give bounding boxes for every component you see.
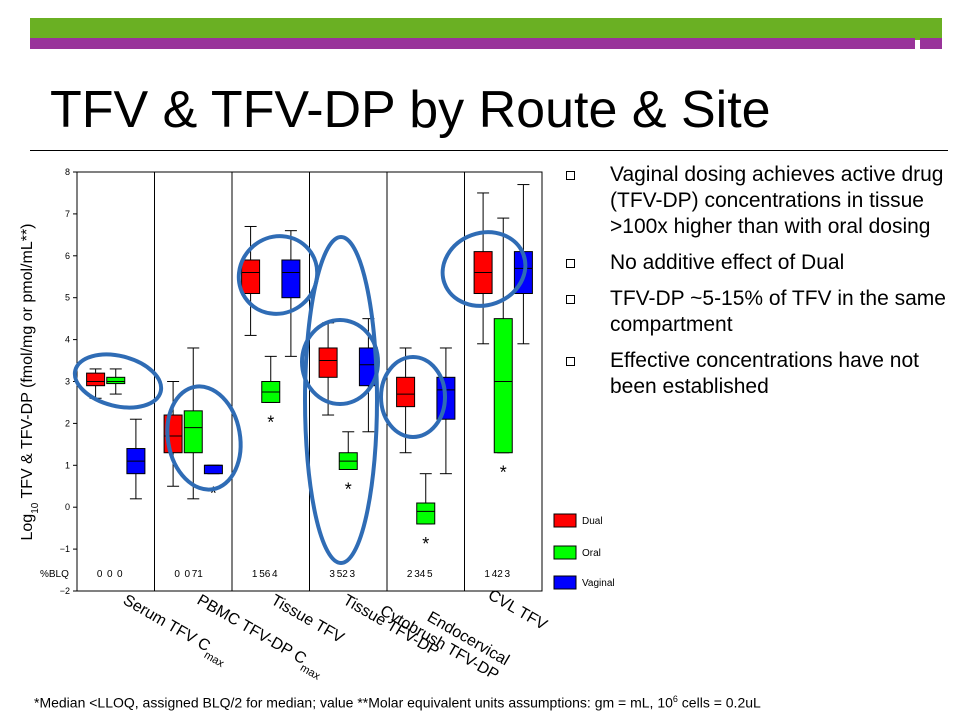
blq-value: 42 bbox=[492, 569, 504, 580]
bullet-item: TFV-DP ~5-15% of TFV in the same compart… bbox=[566, 286, 950, 338]
blq-value: 0 bbox=[97, 569, 103, 580]
box-vaginal bbox=[203, 464, 223, 475]
blq-value: 52 bbox=[337, 569, 349, 580]
header-purple-bar bbox=[30, 38, 915, 49]
box-dual bbox=[396, 376, 416, 408]
bullet-list: Vaginal dosing achieves active drug (TFV… bbox=[566, 162, 950, 410]
blq-value: 0 bbox=[107, 569, 113, 580]
highlight-ellipse bbox=[379, 355, 447, 439]
blq-asterisk: * bbox=[210, 484, 217, 504]
highlight-ellipse bbox=[236, 234, 320, 316]
slide-title: TFV & TFV-DP by Route & Site bbox=[50, 81, 771, 139]
legend-swatch-dual bbox=[553, 513, 577, 528]
box-oral bbox=[183, 410, 203, 454]
y-tick-label: 8 bbox=[65, 167, 70, 177]
blq-value: 56 bbox=[259, 569, 271, 580]
blq-asterisk: * bbox=[345, 479, 352, 499]
y-tick-label: 7 bbox=[65, 209, 70, 219]
category-label: CVL TFV bbox=[485, 587, 550, 634]
y-tick-label: 5 bbox=[65, 293, 70, 303]
blq-value: 3 bbox=[505, 569, 511, 580]
box-dual bbox=[86, 372, 106, 387]
blq-value: 34 bbox=[414, 569, 426, 580]
header-bars bbox=[30, 18, 942, 49]
square-bullet-icon bbox=[566, 171, 575, 180]
legend-label: Oral bbox=[582, 548, 601, 559]
y-tick-label: −2 bbox=[60, 586, 70, 596]
blq-asterisk: * bbox=[422, 534, 429, 554]
box-vaginal bbox=[281, 259, 301, 299]
box-dual bbox=[318, 347, 338, 378]
header-square-green bbox=[920, 18, 942, 40]
blq-value: 1 bbox=[252, 569, 258, 580]
bullet-item: Effective concentrations have not been e… bbox=[566, 348, 950, 400]
blq-value: 0 bbox=[174, 569, 180, 580]
footnote-text: *Median <LLOQ, assigned BLQ/2 for median… bbox=[34, 694, 673, 711]
highlight-ellipse bbox=[303, 235, 379, 565]
blq-asterisk: * bbox=[267, 412, 274, 432]
footnote-text-end: cells = 0.2uL bbox=[677, 694, 761, 711]
blq-value: 5 bbox=[427, 569, 433, 580]
blq-value: 3 bbox=[350, 569, 356, 580]
highlight-ellipse bbox=[440, 230, 528, 308]
bullet-text: Effective concentrations have not been e… bbox=[610, 349, 919, 398]
box-oral bbox=[416, 502, 436, 525]
blq-value: 4 bbox=[272, 569, 278, 580]
box-dual bbox=[241, 259, 261, 295]
blq-value: 3 bbox=[329, 569, 335, 580]
footnote-superscript: 6 bbox=[672, 694, 678, 704]
blq-asterisk: * bbox=[500, 463, 507, 483]
square-bullet-icon bbox=[566, 259, 575, 268]
legend-swatch-vaginal bbox=[553, 575, 577, 590]
blq-value: 2 bbox=[407, 569, 413, 580]
header-green-bar bbox=[30, 18, 920, 40]
footnote: *Median <LLOQ, assigned BLQ/2 for median… bbox=[34, 694, 761, 711]
y-tick-label: 1 bbox=[65, 460, 70, 470]
y-tick-label: 4 bbox=[65, 335, 70, 345]
bullet-text: No additive effect of Dual bbox=[610, 251, 845, 274]
y-tick-label: 3 bbox=[65, 377, 70, 387]
bullet-item: Vaginal dosing achieves active drug (TFV… bbox=[566, 162, 950, 240]
legend-label: Dual bbox=[582, 516, 603, 527]
legend-label: Vaginal bbox=[582, 578, 615, 589]
title-divider bbox=[30, 150, 948, 151]
box-oral bbox=[493, 318, 513, 454]
header-square-purple bbox=[920, 38, 942, 49]
highlight-ellipse bbox=[165, 384, 243, 492]
y-tick-label: 0 bbox=[65, 502, 70, 512]
square-bullet-icon bbox=[566, 295, 575, 304]
highlight-ellipse bbox=[72, 352, 164, 410]
bullet-item: No additive effect of Dual bbox=[566, 250, 950, 276]
square-bullet-icon bbox=[566, 357, 575, 366]
blq-value: 1 bbox=[484, 569, 490, 580]
y-tick-label: −1 bbox=[60, 544, 70, 554]
blq-row-label: %BLQ bbox=[40, 569, 69, 580]
blq-value: 0 bbox=[184, 569, 190, 580]
category-label: PBMC TFV-DP Cmax bbox=[192, 592, 328, 683]
box-oral bbox=[106, 376, 126, 385]
bullet-text: TFV-DP ~5-15% of TFV in the same compart… bbox=[610, 287, 946, 336]
y-tick-label: 2 bbox=[65, 418, 70, 428]
y-tick-label: 6 bbox=[65, 251, 70, 261]
blq-value: 71 bbox=[192, 569, 204, 580]
bullet-text: Vaginal dosing achieves active drug (TFV… bbox=[610, 163, 944, 238]
legend-swatch-oral bbox=[553, 545, 577, 560]
blq-value: 0 bbox=[117, 569, 123, 580]
y-axis-label: Log10 TFV & TFV-DP (fmol/mg or pmol/mL**… bbox=[19, 224, 41, 541]
